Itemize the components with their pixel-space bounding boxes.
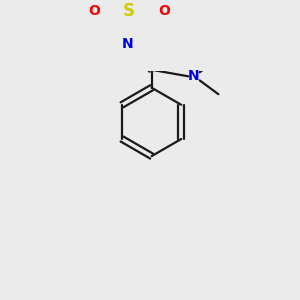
- Text: N: N: [122, 37, 133, 51]
- Text: N: N: [188, 69, 200, 83]
- Text: S: S: [123, 2, 135, 20]
- Text: O: O: [88, 4, 100, 18]
- Text: O: O: [158, 4, 170, 18]
